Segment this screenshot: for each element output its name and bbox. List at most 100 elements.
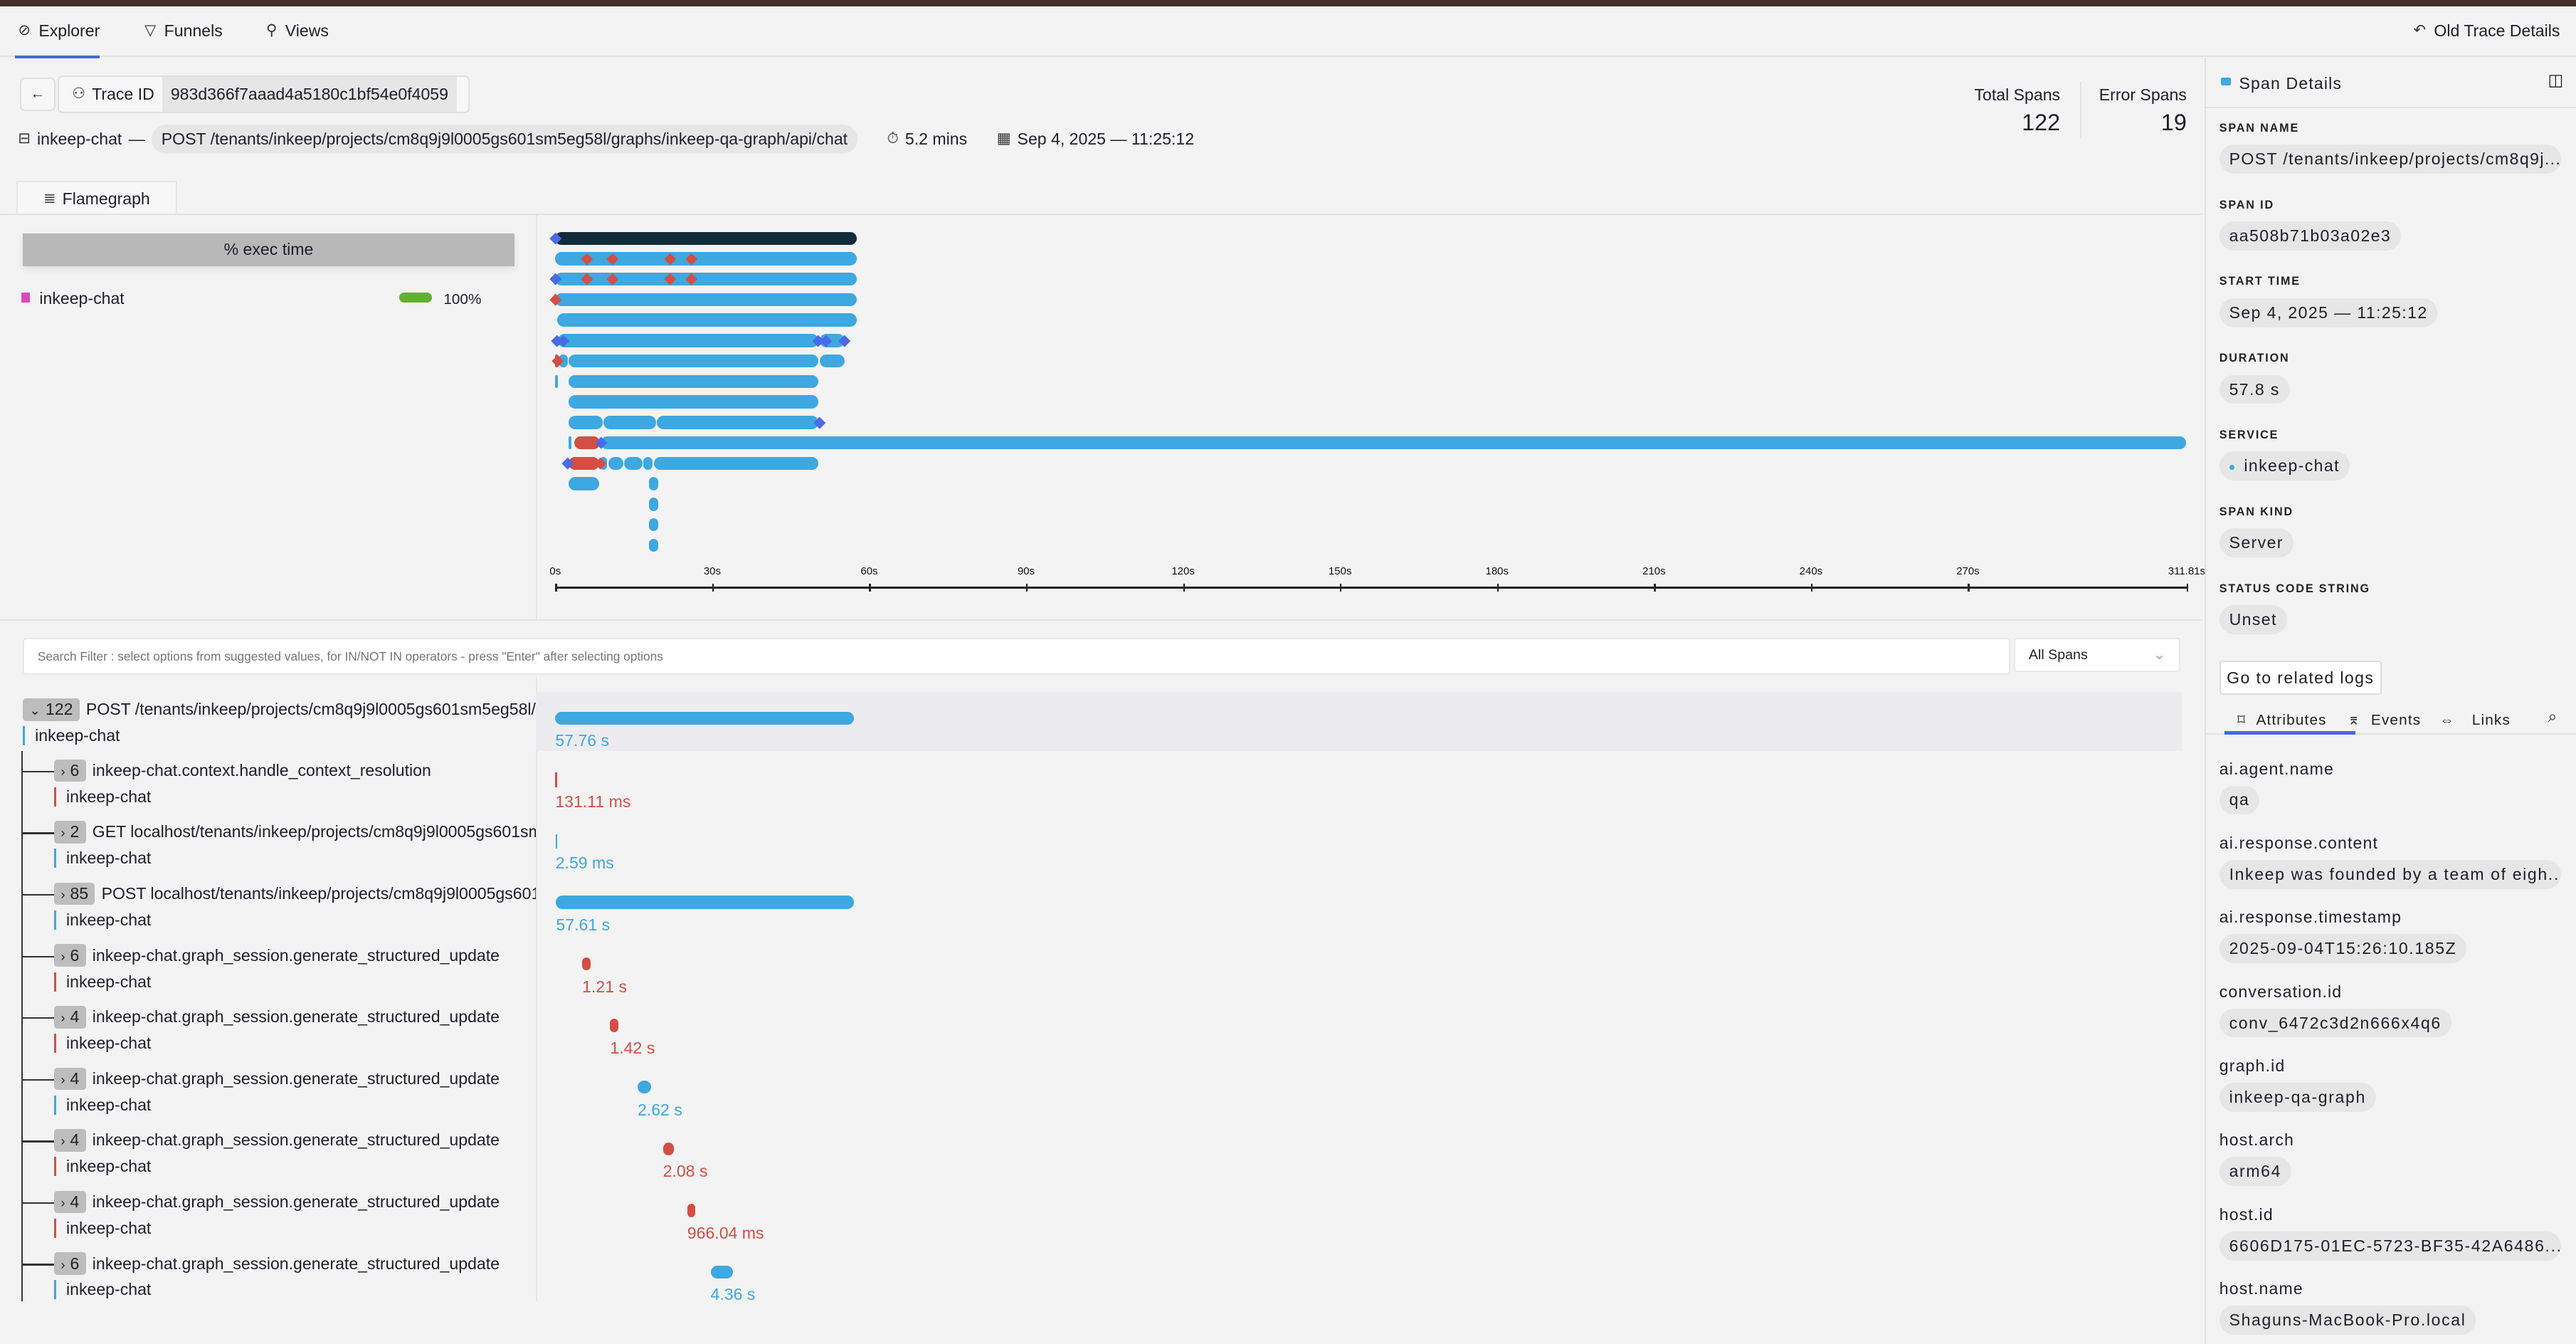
span-row[interactable]: › 6 inkeep-chat.graph_session.generate_str… — [54, 1252, 535, 1275]
span-row[interactable]: › 85 POST localhost/tenants/inkeep/project… — [54, 882, 536, 905]
tab-views[interactable]: ⚲ Views — [266, 21, 329, 41]
exec-time-label: % exec time — [223, 240, 314, 259]
error-spans-value: 19 — [2160, 109, 2187, 135]
child-count-toggle[interactable]: › 85 — [54, 882, 95, 905]
span-row[interactable]: › 4 inkeep-chat.graph_session.generate_str… — [54, 1129, 535, 1152]
span-filter-select[interactable]: All Spans ⌄ — [2014, 637, 2180, 673]
flame-span-bar[interactable] — [656, 416, 819, 429]
child-count-toggle[interactable]: › 4 — [54, 1067, 86, 1091]
child-count-toggle[interactable]: › 4 — [54, 1005, 86, 1029]
span-service: inkeep-chat — [54, 1034, 151, 1054]
timeline-bar[interactable] — [710, 1265, 734, 1279]
timeline-bar[interactable] — [582, 957, 591, 971]
flame-span-bar[interactable] — [624, 456, 643, 471]
flame-span-bar[interactable] — [555, 252, 857, 266]
flame-span-bar[interactable] — [648, 538, 659, 552]
old-trace-details-label: Old Trace Details — [2434, 21, 2560, 40]
timeline-bar[interactable] — [610, 1019, 618, 1032]
flame-span-bar[interactable] — [648, 498, 659, 511]
span-row[interactable]: › 4 inkeep-chat.graph_session.generate_str… — [54, 1005, 535, 1029]
flame-span-bar[interactable] — [568, 477, 600, 490]
flame-span-bar[interactable] — [555, 374, 558, 389]
root-span-name: POST /tenants/inkeep/projects/cm8q9j9l00… — [151, 125, 857, 154]
child-count-toggle[interactable]: ⌄ 122 — [23, 698, 80, 721]
span-name: inkeep-chat.graph_session.generate_struc… — [92, 1254, 500, 1273]
flame-span-bar[interactable] — [653, 456, 819, 471]
field-value: Unset — [2219, 605, 2287, 634]
child-count-toggle[interactable]: › 6 — [54, 1252, 86, 1275]
back-button[interactable]: ← — [19, 77, 56, 112]
tab-label: Events — [2370, 712, 2422, 729]
flame-span-bar[interactable] — [574, 436, 601, 450]
attribute-key: ai.response.content — [2219, 833, 2379, 852]
attribute-value[interactable]: inkeep-qa-graph — [2219, 1082, 2376, 1112]
flame-span-bar[interactable] — [601, 436, 2186, 450]
flame-span-bar[interactable] — [555, 273, 857, 286]
span-row[interactable]: › 6 inkeep-chat.context.handle_context_res… — [54, 759, 535, 782]
span-row[interactable]: › 4 inkeep-chat.graph_session.generate_str… — [54, 1190, 535, 1214]
timeline-bar[interactable] — [555, 711, 855, 725]
attribute-value[interactable]: Shaguns-MacBook-Pro.local — [2219, 1306, 2476, 1335]
span-duration: 2.59 ms — [555, 854, 614, 873]
flame-span-bar[interactable] — [608, 456, 624, 471]
flame-span-bar[interactable] — [558, 334, 819, 347]
flame-span-bar[interactable] — [819, 354, 845, 368]
tab-events[interactable]: ⌆ Events — [2348, 710, 2421, 729]
attribute-value[interactable]: qa — [2219, 785, 2260, 815]
field-label: DURATION — [2219, 352, 2290, 365]
timeline-bar[interactable] — [555, 834, 557, 849]
tab-explorer[interactable]: ⊘ Explorer — [14, 21, 100, 58]
child-count-toggle[interactable]: › 4 — [54, 1129, 86, 1152]
flame-span-bar[interactable] — [555, 231, 857, 245]
timeline-bar[interactable] — [637, 1080, 652, 1094]
search-filter-input[interactable] — [24, 639, 2010, 674]
span-name: GET localhost/tenants/inkeep/projects/cm… — [92, 822, 536, 841]
flame-span-bar[interactable] — [568, 456, 599, 471]
tab-attributes[interactable]: ⌑ Attributes — [2224, 710, 2484, 735]
toggle-panel-icon[interactable]: ◫ — [2548, 70, 2564, 90]
field-value: Server — [2219, 528, 2293, 558]
timeline-bar[interactable] — [687, 1204, 696, 1217]
flame-span-bar[interactable] — [648, 477, 659, 490]
flame-span-bar[interactable] — [603, 416, 656, 429]
old-trace-details-button[interactable]: ↶ Old Trace Details — [2413, 21, 2560, 41]
tab-links[interactable]: ⇔ Links — [2439, 710, 2511, 729]
total-spans-stat: Total Spans 122 — [1975, 85, 2061, 136]
span-row[interactable]: ⌄ 122 POST /tenants/inkeep/projects/cm8q9j… — [23, 698, 536, 721]
flame-span-bar[interactable] — [568, 374, 819, 389]
child-count-toggle[interactable]: › 6 — [54, 944, 86, 967]
search-icon[interactable]: ⌕ — [2548, 707, 2557, 726]
tab-funnels[interactable]: ▽ Funnels — [144, 21, 223, 41]
span-row[interactable]: › 4 inkeep-chat.graph_session.generate_str… — [54, 1067, 535, 1091]
flame-span-bar[interactable] — [568, 354, 819, 368]
span-row[interactable]: › 2 GET localhost/tenants/inkeep/projects/… — [54, 821, 536, 844]
flame-span-bar[interactable] — [555, 293, 857, 307]
timeline-bar[interactable] — [663, 1142, 674, 1155]
child-count-toggle[interactable]: › 4 — [54, 1190, 86, 1214]
child-count-toggle[interactable]: › 2 — [54, 821, 86, 844]
tab-label: Funnels — [164, 21, 223, 40]
child-count-toggle[interactable]: › 6 — [54, 759, 86, 782]
span-row[interactable]: › 6 inkeep-chat.graph_session.generate_str… — [54, 944, 535, 967]
flamegraph-panel — [0, 214, 2202, 621]
attribute-value[interactable]: arm64 — [2219, 1157, 2291, 1187]
timeline-bar[interactable] — [556, 896, 855, 909]
trace-id-value[interactable]: 983d366f7aaad4a5180c1bf54e0f4059 — [162, 77, 457, 112]
flame-span-bar[interactable] — [568, 436, 571, 450]
attribute-key: ai.agent.name — [2219, 759, 2335, 778]
flame-span-bar[interactable] — [648, 518, 659, 532]
timeline-bar[interactable] — [555, 772, 557, 787]
tab-flamegraph[interactable]: ≣ Flamegraph — [16, 180, 177, 216]
exec-time-header[interactable]: % exec time — [23, 233, 514, 266]
flamegraph-chart[interactable]: 0s 30s 60s 90s 120s 150s 180s 210s 240s 270s 311.8… — [0, 0, 2205, 618]
attribute-value[interactable]: 2025-09-04T15:26:10.185Z — [2219, 934, 2467, 964]
flame-span-bar[interactable] — [556, 313, 857, 327]
attribute-value[interactable]: 6606D175-01EC-5723-BF35-42A6486... — [2219, 1231, 2561, 1261]
attribute-value[interactable]: Inkeep was founded by a team of eigh... — [2219, 859, 2561, 889]
attribute-value[interactable]: conv_6472c3d2n666x4q6 — [2219, 1008, 2451, 1038]
flame-span-bar[interactable] — [643, 456, 653, 471]
search-filter[interactable] — [23, 637, 2011, 676]
related-logs-button[interactable]: Go to related logs — [2219, 661, 2382, 695]
flame-span-bar[interactable] — [568, 416, 603, 429]
flame-span-bar[interactable] — [568, 395, 819, 409]
